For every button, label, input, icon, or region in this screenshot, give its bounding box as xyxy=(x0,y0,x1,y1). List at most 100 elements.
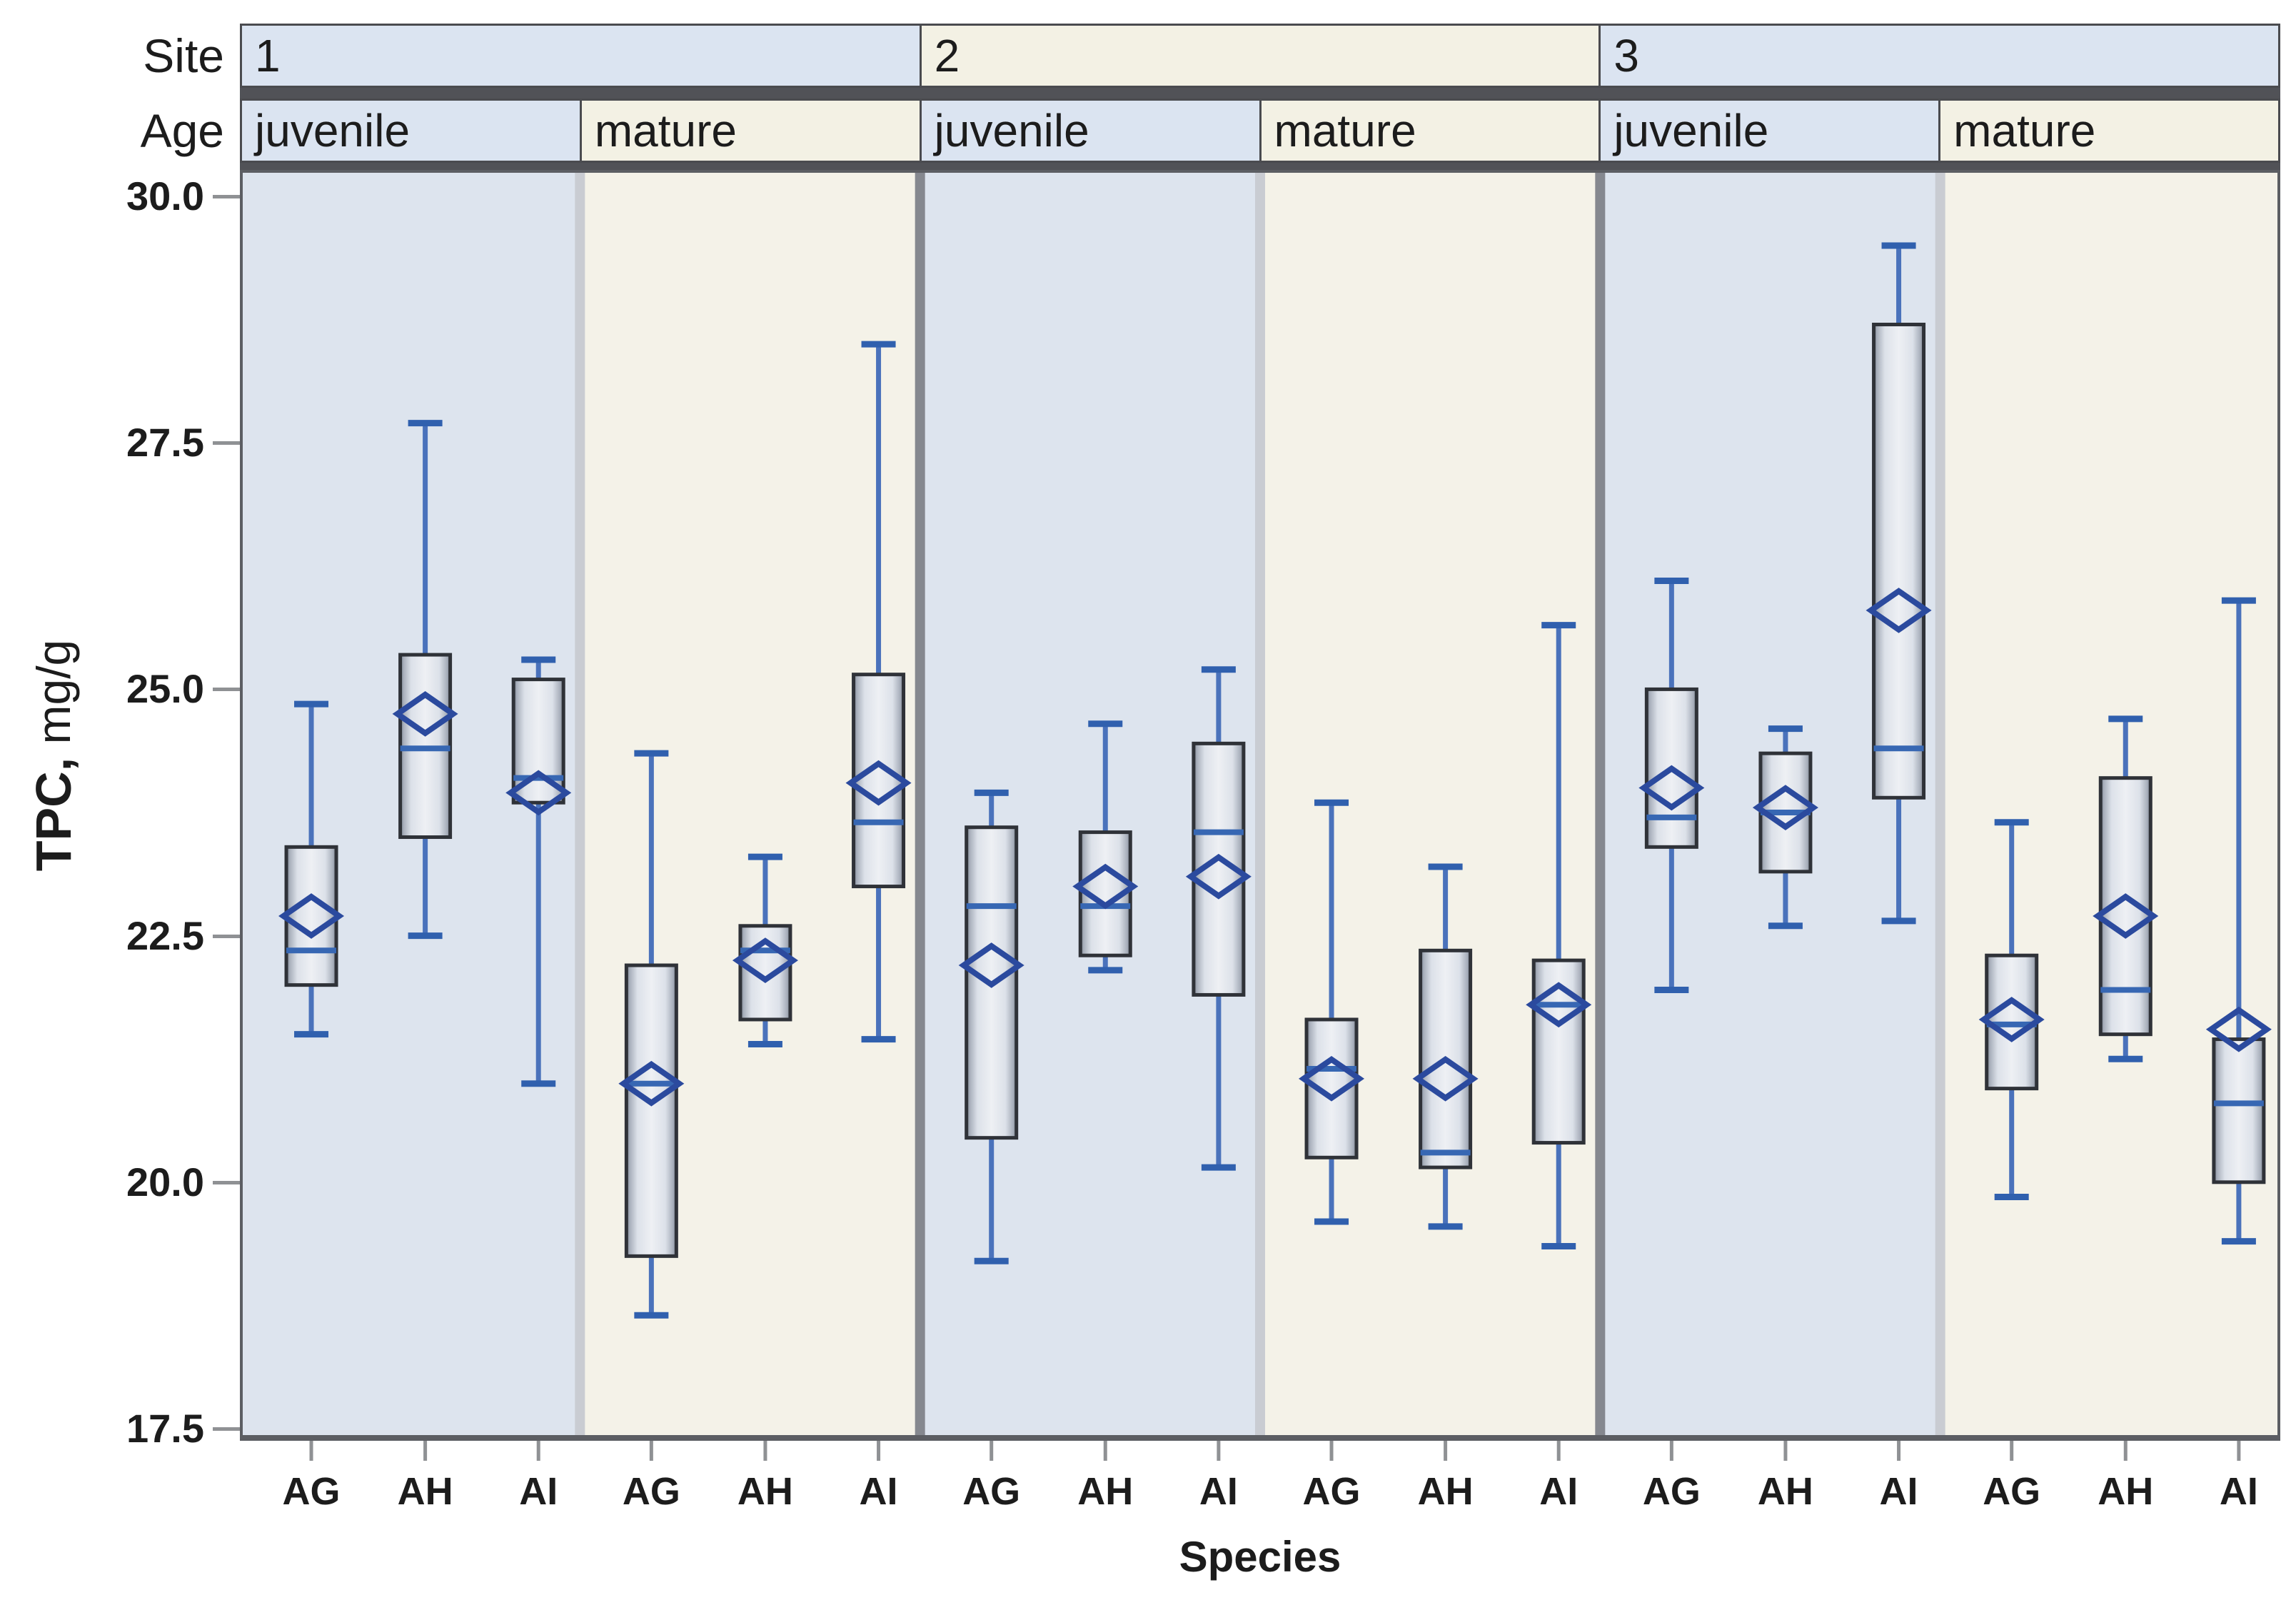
x-tick-label: AI xyxy=(1539,1470,1578,1513)
y-tick-mark xyxy=(213,441,240,446)
y-tick-mark xyxy=(213,1180,240,1184)
y-tick-label: 20.0 xyxy=(126,1159,204,1204)
x-tick-mark xyxy=(1217,1441,1221,1461)
x-tick-mark xyxy=(1103,1441,1107,1461)
box-site3-mature-AH xyxy=(2093,715,2159,1062)
box-site2-juvenile-AI xyxy=(1185,666,1252,1171)
box-site1-mature-AI xyxy=(845,341,912,1043)
x-axis-title: Species xyxy=(1179,1533,1341,1581)
box-site3-juvenile-AG xyxy=(1638,578,1705,994)
mean-diamond xyxy=(392,691,458,737)
x-tick-mark xyxy=(877,1441,881,1461)
x-tick-label: AG xyxy=(1302,1470,1361,1513)
mean-diamond xyxy=(1978,997,2045,1042)
x-tick-label: AI xyxy=(859,1470,898,1513)
box-site3-mature-AG xyxy=(1978,819,2045,1201)
x-tick-mark xyxy=(2123,1441,2128,1461)
box-site2-mature-AI xyxy=(1526,622,1592,1250)
iqr-box xyxy=(1872,323,1926,800)
box-site2-mature-AG xyxy=(1299,799,1365,1225)
mean-diamond xyxy=(1185,853,1252,900)
box-site3-juvenile-AI xyxy=(1866,242,1932,925)
y-tick-mark xyxy=(213,688,240,692)
x-tick-label: AG xyxy=(622,1470,680,1513)
x-tick-mark xyxy=(536,1441,540,1461)
site-panel-divider xyxy=(915,171,925,1437)
mean-diamond xyxy=(1526,982,1592,1028)
y-tick-label: 22.5 xyxy=(126,912,204,958)
x-tick-mark xyxy=(309,1441,313,1461)
age-header-cell: mature xyxy=(1940,101,2278,161)
iqr-box xyxy=(624,963,678,1258)
box-site1-juvenile-AI xyxy=(505,656,572,1087)
mean-diamond xyxy=(845,760,912,806)
x-tick-mark xyxy=(1783,1441,1788,1461)
x-tick-label: AG xyxy=(1642,1470,1701,1513)
site-panel-divider xyxy=(1595,171,1606,1437)
mean-diamond xyxy=(1752,785,1818,830)
box-site1-juvenile-AG xyxy=(278,700,345,1038)
age-header-cell: juvenile xyxy=(242,101,580,161)
x-tick-label: AH xyxy=(397,1470,453,1513)
x-tick-label: AH xyxy=(1417,1470,1474,1513)
iqr-box xyxy=(1531,958,1586,1145)
x-tick-label: AG xyxy=(282,1470,341,1513)
header-divider xyxy=(240,88,2280,99)
x-tick-mark xyxy=(2237,1441,2241,1461)
mean-diamond xyxy=(732,937,798,983)
box-site2-juvenile-AH xyxy=(1072,720,1139,974)
x-tick-label: AH xyxy=(1757,1470,1813,1513)
x-tick-label: AH xyxy=(737,1470,793,1513)
x-tick-mark xyxy=(1897,1441,1901,1461)
mean-diamond xyxy=(505,770,572,816)
age-header-cell: mature xyxy=(581,101,920,161)
y-tick-label: 30.0 xyxy=(126,173,204,218)
y-tick-mark xyxy=(213,934,240,938)
mean-diamond xyxy=(1072,863,1139,910)
x-tick-mark xyxy=(2010,1441,2014,1461)
age-panel-divider xyxy=(1935,171,1945,1437)
y-tick-label: 27.5 xyxy=(126,420,204,466)
age-header-cell: juvenile xyxy=(921,101,1259,161)
x-tick-mark xyxy=(1556,1441,1561,1461)
age-panel-divider xyxy=(575,171,585,1437)
x-tick-mark xyxy=(1329,1441,1334,1461)
mean-diamond xyxy=(278,893,345,939)
box-site1-mature-AH xyxy=(732,853,798,1047)
x-tick-mark xyxy=(763,1441,767,1461)
x-tick-label: AI xyxy=(1199,1470,1238,1513)
mean-diamond xyxy=(1299,1055,1365,1102)
x-tick-mark xyxy=(1444,1441,1448,1461)
x-tick-label: AG xyxy=(1983,1470,2041,1513)
x-tick-label: AI xyxy=(2219,1470,2258,1513)
mean-diamond xyxy=(1638,765,1705,811)
x-tick-mark xyxy=(990,1441,994,1461)
box-site2-juvenile-AG xyxy=(958,789,1024,1264)
box-site1-mature-AG xyxy=(618,750,685,1319)
site-header-cell: 2 xyxy=(921,26,1599,86)
mean-diamond xyxy=(1412,1055,1479,1102)
x-tick-label: AH xyxy=(2098,1470,2154,1513)
mean-diamond xyxy=(2093,893,2159,939)
mean-diamond xyxy=(1866,588,1932,633)
y-tick-mark xyxy=(213,1427,240,1431)
y-tick-label: 25.0 xyxy=(126,666,204,712)
box-site3-juvenile-AH xyxy=(1752,725,1818,930)
x-tick-mark xyxy=(423,1441,428,1461)
box-site1-juvenile-AH xyxy=(392,420,458,940)
mean-diamond xyxy=(2205,1006,2272,1052)
iqr-box xyxy=(284,845,338,987)
mean-diamond xyxy=(618,1060,685,1107)
plot-top-border xyxy=(240,163,2280,171)
age-panel-divider xyxy=(1255,171,1265,1437)
x-tick-label: AH xyxy=(1077,1470,1134,1513)
x-tick-mark xyxy=(649,1441,653,1461)
x-tick-label: AI xyxy=(519,1470,558,1513)
plot-area xyxy=(240,163,2280,1461)
site-header-cell: 1 xyxy=(242,26,920,86)
age-row-label: Age xyxy=(140,104,224,157)
plot-bottom-border xyxy=(240,1437,2280,1441)
y-tick-label: 17.5 xyxy=(126,1406,204,1451)
mean-diamond xyxy=(958,942,1024,988)
